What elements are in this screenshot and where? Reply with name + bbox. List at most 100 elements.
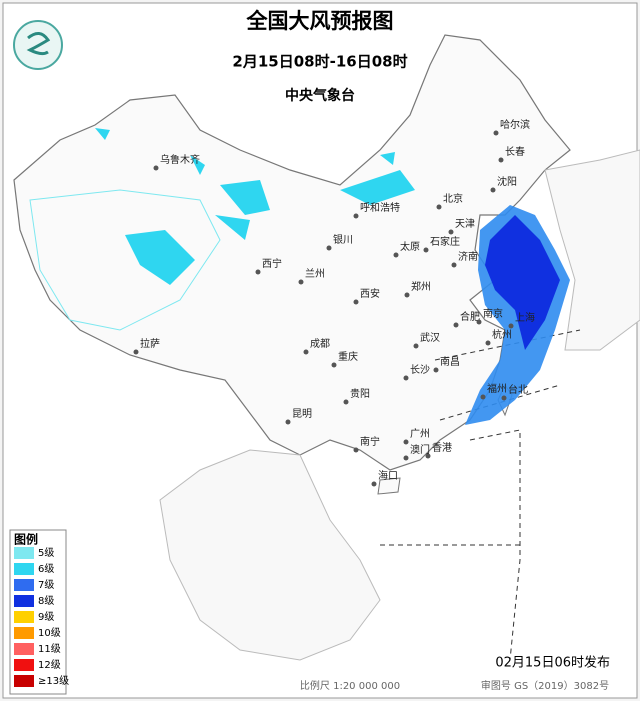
river-lines: [29, 189, 221, 331]
title: 全国大风预报图: [246, 9, 394, 33]
city-label: 太原: [400, 240, 420, 253]
city-dot: [448, 229, 454, 235]
city-label: 香港: [432, 442, 452, 454]
city-dot: [331, 362, 337, 368]
city-dot: [433, 367, 439, 373]
city-dot: [493, 130, 499, 136]
city-dot: [153, 165, 159, 171]
city-dot: [501, 395, 507, 401]
legend-label: 7级: [38, 579, 54, 591]
city-dot: [403, 439, 409, 445]
wind-area-6: [95, 128, 415, 285]
island: [377, 477, 401, 495]
city-dot: [303, 349, 309, 355]
city-label: 杭州: [492, 328, 512, 341]
city-label: 贵阳: [350, 387, 370, 400]
city-dot: [453, 322, 459, 328]
city-label: 呼和浩特: [360, 202, 400, 214]
issuer: 中央气象台: [285, 87, 355, 104]
city-label: 重庆: [338, 350, 358, 363]
city-dot: [255, 269, 261, 275]
city-label: 沈阳: [497, 175, 517, 188]
legend-items: 5级 6级 7级 8级 9级 10级 11级 12级 ≥13级: [14, 547, 69, 687]
legend-swatch: [14, 547, 34, 559]
city-label: 乌鲁木齐: [160, 153, 200, 166]
legend-label: 9级: [38, 611, 54, 623]
city-label: 兰州: [305, 267, 325, 280]
city-dot: [403, 455, 409, 461]
city-dot: [371, 481, 377, 487]
legend-label: 8级: [38, 595, 54, 607]
legend-swatch: [14, 675, 34, 687]
city-dot: [485, 340, 491, 346]
map-number: 审图号 GS（2019）3082号: [481, 679, 609, 692]
city-dot: [403, 375, 409, 381]
city-dot: [425, 453, 431, 459]
legend-swatch: [14, 563, 34, 575]
city-label: 石家庄: [430, 235, 460, 248]
city-label: 西宁: [262, 257, 282, 270]
city-label: 郑州: [411, 280, 431, 293]
legend-label: 12级: [38, 659, 61, 671]
wind-area-8: [485, 215, 560, 350]
city-dot: [480, 394, 486, 400]
logo-mark: [26, 32, 51, 56]
city-dot: [343, 399, 349, 405]
city-dot: [490, 187, 496, 193]
legend-title: 图例: [14, 532, 38, 547]
legend-label: 6级: [38, 563, 54, 575]
issue-time: 02月15日06时发布: [495, 655, 610, 671]
city-label: 台北: [508, 383, 528, 396]
scale: 比例尺 1:20 000 000: [300, 679, 400, 692]
city-label: 哈尔滨: [500, 118, 530, 131]
city-dot: [133, 349, 139, 355]
city-label: 南昌: [440, 355, 460, 368]
city-label: 银川: [333, 233, 353, 246]
city-dot: [353, 299, 359, 305]
city-label: 海口: [378, 469, 398, 482]
city-label: 上海: [515, 311, 535, 324]
city-label: 天津: [455, 218, 475, 230]
legend-swatch: [14, 643, 34, 655]
city-dot: [393, 252, 399, 258]
city-dot: [436, 204, 442, 210]
city-dot: [508, 323, 514, 329]
city-dot: [298, 279, 304, 285]
city-label: 合肥: [460, 310, 480, 323]
legend-label: 10级: [38, 627, 61, 639]
city-label: 长春: [505, 146, 525, 158]
city-label: 广州: [410, 428, 430, 440]
city-dot: [353, 213, 359, 219]
city-dot: [404, 292, 410, 298]
city-label: 福州: [487, 382, 507, 395]
city-dot: [476, 319, 482, 325]
city-dot: [498, 157, 504, 163]
date-range: 2月15日08时-16日08时: [232, 53, 407, 71]
city-label: 昆明: [292, 408, 312, 420]
city-label: 澳门: [410, 443, 430, 456]
legend-swatch: [14, 627, 34, 639]
neighbor-land: [544, 149, 640, 351]
city-dot: [353, 447, 359, 453]
legend-swatch: [14, 579, 34, 591]
city-dot: [413, 343, 419, 349]
legend-swatch: [14, 595, 34, 607]
city-label: 南京: [483, 307, 503, 320]
city-dot: [451, 262, 457, 268]
legend-swatch: [14, 659, 34, 671]
legend-swatch: [14, 611, 34, 623]
city-label: 武汉: [420, 331, 440, 344]
city-label: 拉萨: [140, 337, 160, 350]
city-label: 成都: [310, 338, 330, 350]
neighbor-land: [159, 449, 381, 661]
city-dot: [326, 245, 332, 251]
legend-label: ≥13级: [38, 675, 69, 687]
city-label: 北京: [443, 192, 463, 205]
city-dot: [423, 247, 429, 253]
legend-label: 11级: [38, 643, 61, 655]
city-label: 南宁: [360, 435, 380, 448]
city-label: 长沙: [410, 364, 430, 376]
city-dot: [285, 419, 291, 425]
